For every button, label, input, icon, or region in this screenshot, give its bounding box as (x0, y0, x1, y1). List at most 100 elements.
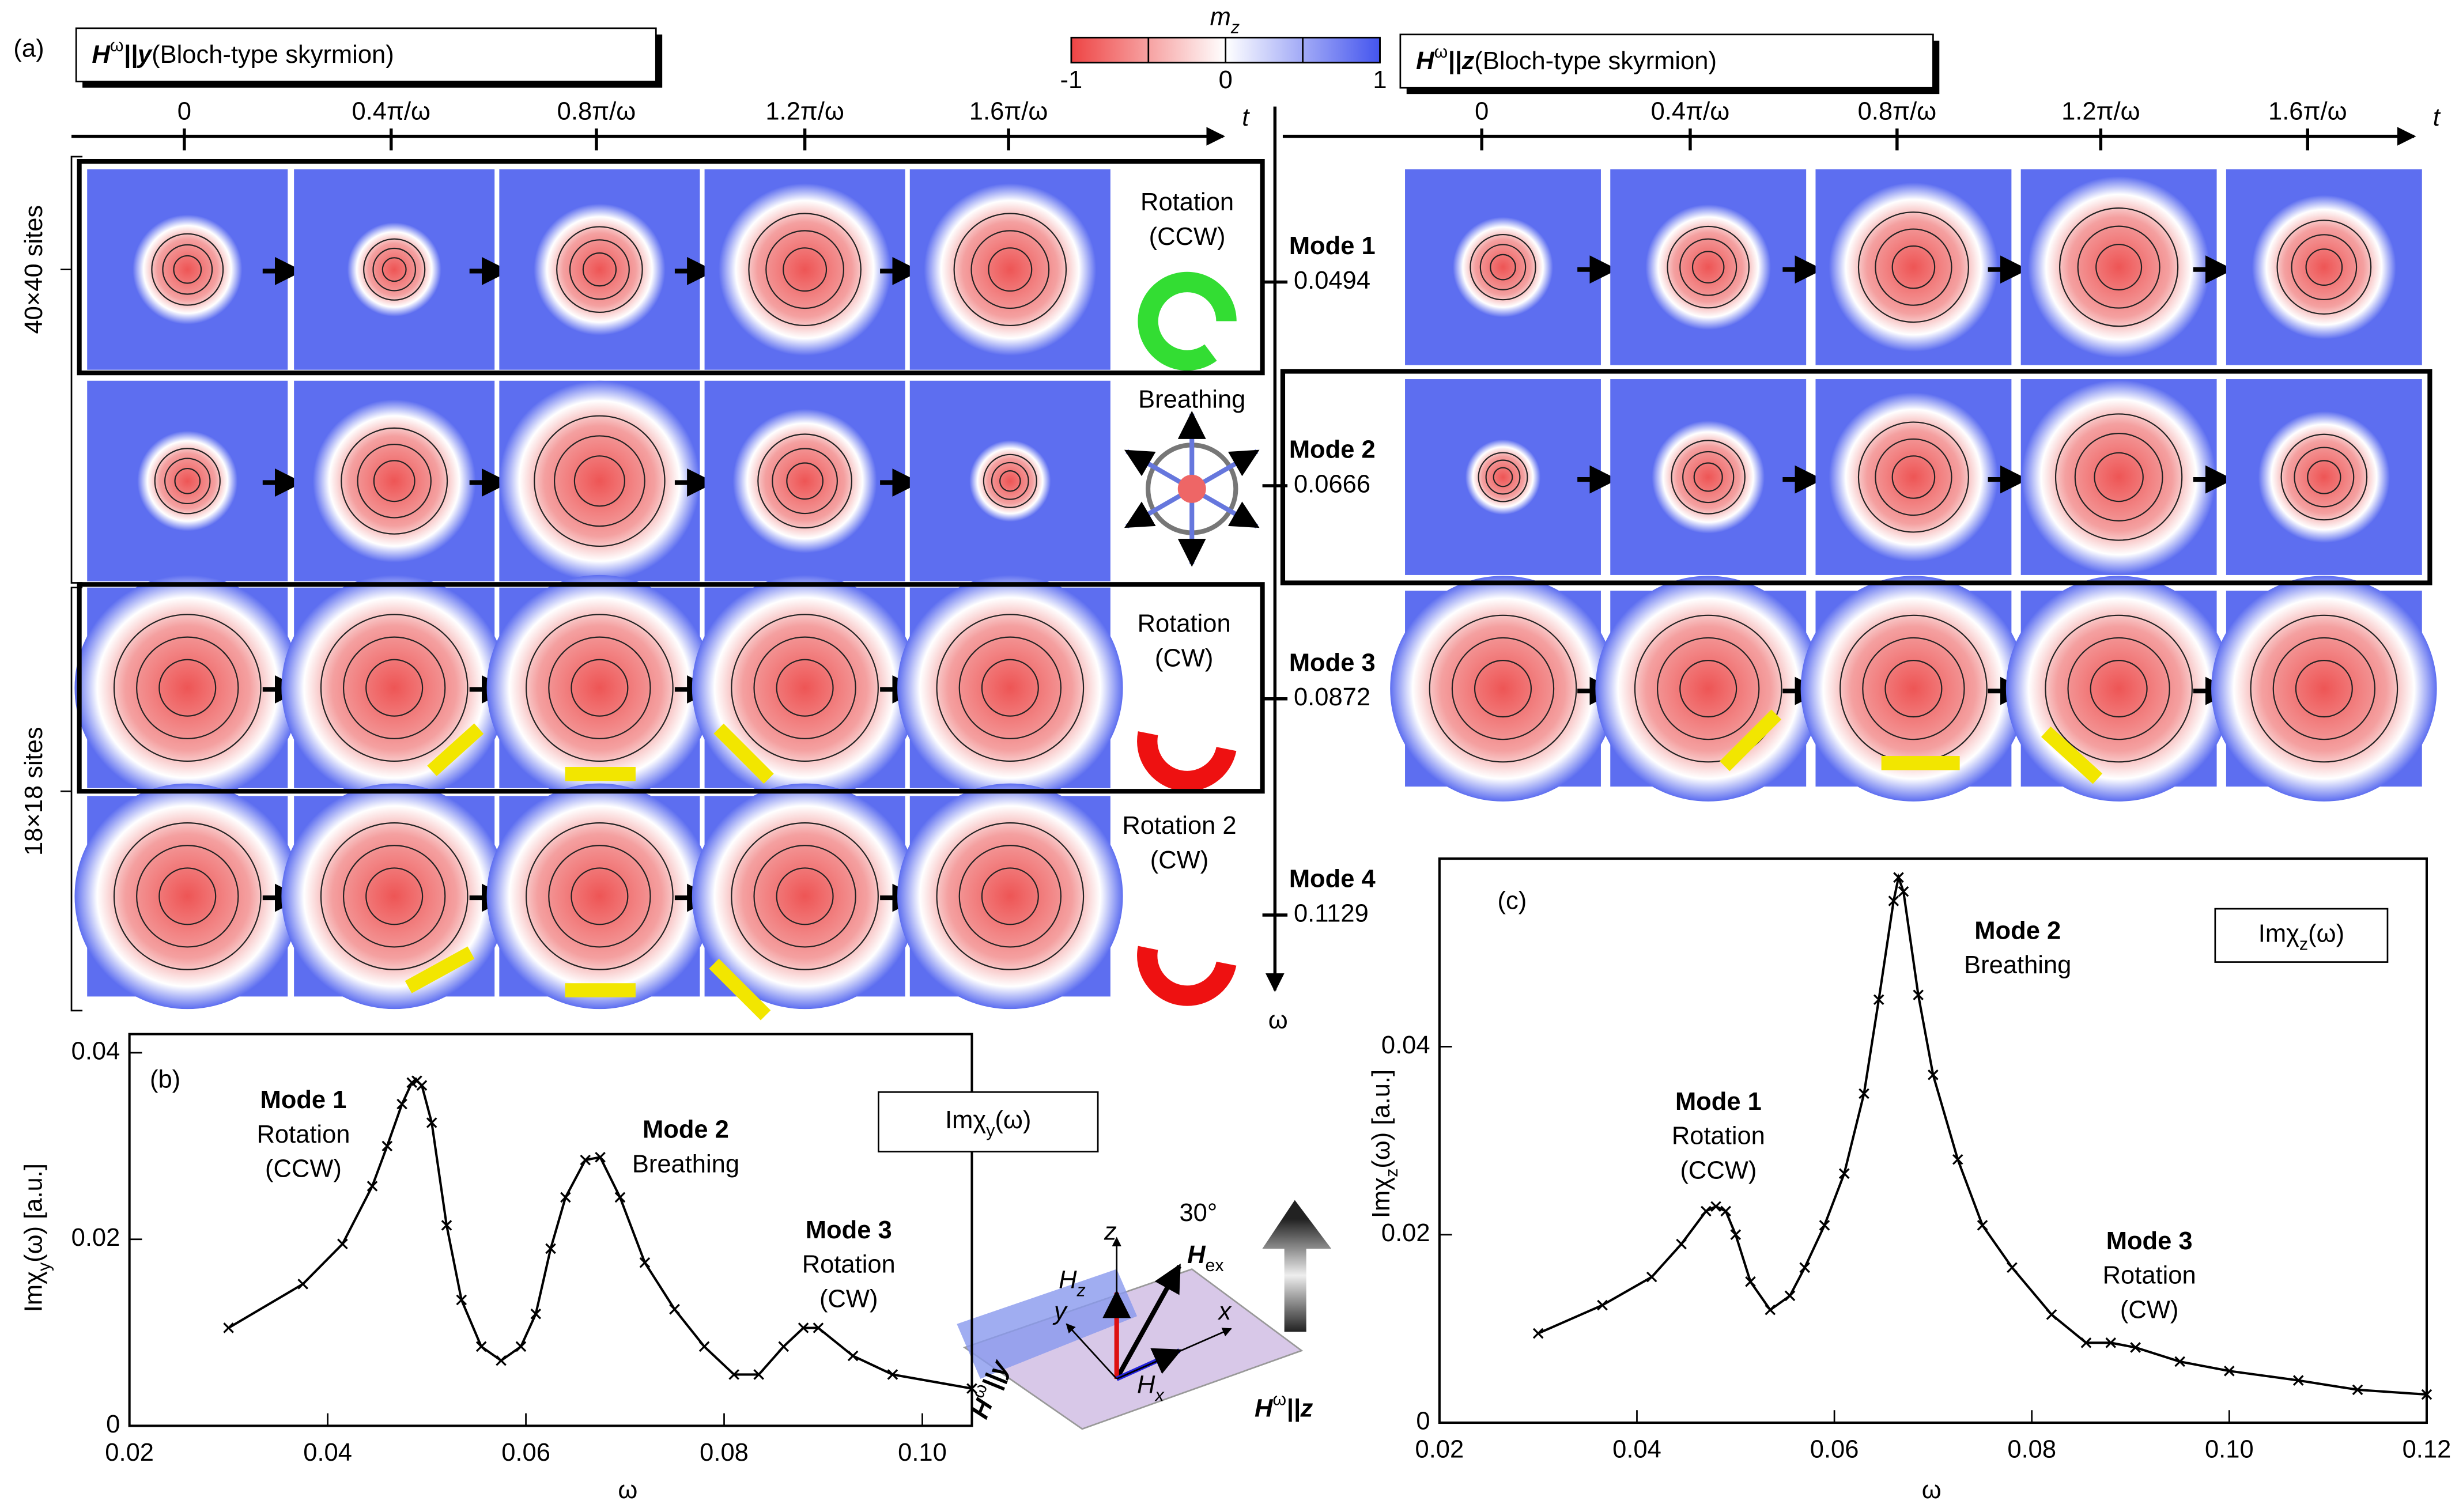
data-point (1893, 872, 1904, 883)
motion-arrow (2041, 726, 2103, 784)
inset-hex (1115, 1263, 1182, 1380)
section-title: Hω||z(Bloch-type skyrmion) (1416, 42, 1717, 75)
contour (2095, 244, 2143, 291)
text-part: ω (1434, 42, 1448, 62)
contour (2307, 460, 2341, 494)
mode-name: Mode 1 (1289, 232, 1376, 260)
text-part: Imχ (2258, 920, 2299, 948)
data-point (2174, 1356, 2185, 1367)
text-part: Imχ (20, 1271, 48, 1312)
mode-motion: (CCW) (1149, 223, 1226, 251)
time-tick-label: 0.4π/ω (1651, 97, 1730, 125)
motion-arrow (405, 946, 475, 993)
contour (772, 448, 838, 515)
contour (526, 614, 674, 762)
text-part: (ω) (995, 1106, 1031, 1134)
contour (2305, 248, 2343, 286)
panel-label: (a) (13, 35, 44, 62)
contour (2090, 660, 2148, 718)
skyrmion (347, 222, 441, 317)
data-point (456, 1294, 467, 1306)
text-part: (ω) [a.u.] (1368, 1069, 1395, 1169)
skyrmion (1452, 217, 1554, 317)
text-part: y (35, 1262, 54, 1271)
contour (151, 233, 224, 306)
x-axis-label: ω (618, 1476, 637, 1504)
data-point (2224, 1365, 2235, 1377)
contour (786, 462, 824, 500)
x-tick-label: 0.12 (2403, 1435, 2452, 1463)
skyrmion (924, 183, 1097, 356)
data-point (223, 1322, 234, 1333)
skyrmion (732, 409, 877, 553)
time-tick-label: 0.4π/ω (352, 97, 430, 125)
text-part: m (1210, 3, 1231, 31)
contour (342, 845, 446, 948)
data-point (1819, 1220, 1830, 1231)
annotation: Mode 1 (1675, 1088, 1762, 1116)
contour (776, 659, 834, 717)
contour (2059, 207, 2179, 327)
skyrmion (312, 399, 476, 563)
contour (1884, 660, 1943, 718)
contour (1693, 462, 1723, 492)
data-point (753, 1369, 765, 1380)
data-point (2352, 1384, 2363, 1396)
mode-motion: Rotation (1140, 188, 1234, 216)
y-axis-label: Imχz(ω) [a.u.] (1368, 1069, 1402, 1218)
text-part: Imχ (1368, 1177, 1395, 1218)
annotation: Rotation (2103, 1262, 2196, 1290)
panel-label: (c) (1497, 887, 1527, 915)
text-part: H (92, 41, 111, 69)
contour (1479, 244, 1527, 290)
data-point (669, 1303, 680, 1315)
annotation: Mode 2 (643, 1116, 729, 1144)
skyrmion (281, 783, 507, 1010)
data-point (496, 1355, 507, 1366)
skyrmion-snapshots (74, 169, 2437, 1020)
data-point (515, 1341, 527, 1352)
data-point (614, 1192, 626, 1203)
contour (372, 247, 416, 292)
text-part: H (1255, 1395, 1274, 1423)
text-part: (ω) (2308, 920, 2344, 948)
contour (365, 867, 424, 925)
y-tick-label: 0 (106, 1411, 120, 1438)
contour (320, 822, 469, 970)
contour (1657, 637, 1760, 740)
annotation: Breathing (1964, 951, 2071, 979)
contour (958, 845, 1062, 948)
contour (1485, 459, 1521, 495)
contour (2295, 660, 2353, 718)
contour (534, 415, 666, 547)
contour (958, 636, 1062, 739)
contour (113, 822, 262, 970)
data-point (1701, 1205, 1712, 1217)
contour (174, 467, 201, 494)
x-axis-label: ω (1922, 1476, 1941, 1504)
skyrmion (486, 574, 713, 801)
contour (162, 244, 213, 295)
time-axis-label: t (2433, 104, 2441, 131)
skyrmion (1829, 392, 1999, 562)
contour (1429, 614, 1577, 763)
plot-frame (1438, 857, 2428, 1424)
contour (2276, 220, 2372, 315)
plot-frame (128, 1033, 973, 1427)
colorbar-tick-label: 1 (1373, 66, 1387, 94)
text-part: y (986, 1121, 995, 1140)
data-point (1646, 1271, 1657, 1283)
contour (1875, 438, 1952, 516)
data-point (798, 1322, 809, 1333)
skyrmion (499, 380, 700, 581)
mode-name: Mode 3 (1289, 649, 1376, 676)
mode-frequency: 0.1129 (1294, 899, 1369, 927)
data-point (381, 1140, 393, 1152)
skyrmion (1595, 576, 1821, 802)
data-point (1838, 1168, 1850, 1179)
annotation: Breathing (632, 1151, 739, 1178)
skyrmion (897, 574, 1123, 801)
frequency-axis-label: ω (1268, 1006, 1288, 1034)
